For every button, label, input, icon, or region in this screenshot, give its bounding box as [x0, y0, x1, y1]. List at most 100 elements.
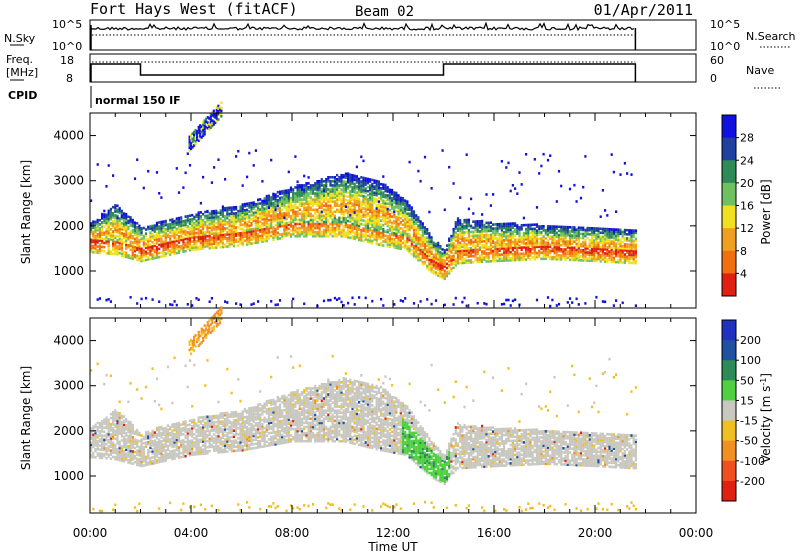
heatmap-cell — [564, 250, 567, 253]
heatmap-cell — [487, 252, 490, 255]
heatmap-cell — [151, 249, 154, 252]
heatmap-cell — [208, 125, 211, 128]
heatmap-cell — [421, 240, 424, 243]
heatmap-cell — [474, 254, 477, 258]
heatmap-cell — [579, 236, 583, 240]
heatmap-cell — [127, 254, 130, 257]
heatmap-cell — [263, 233, 266, 237]
heatmap-cell — [571, 240, 574, 243]
heatmap-cell — [109, 416, 112, 420]
heatmap-cell — [131, 237, 134, 240]
heatmap-cell — [355, 215, 358, 219]
heatmap-cell — [391, 191, 394, 194]
heatmap-cell — [309, 208, 312, 212]
heatmap-cell — [465, 224, 468, 228]
heatmap-cell — [116, 239, 119, 242]
heatmap-cell — [204, 235, 207, 238]
heatmap-cell — [329, 190, 332, 193]
heatmap-cell — [213, 236, 216, 239]
heatmap-cell — [166, 243, 170, 247]
heatmap-cell — [109, 443, 112, 446]
heatmap-cell — [415, 240, 418, 244]
heatmap-cell — [342, 182, 345, 185]
heatmap-cell — [533, 237, 536, 241]
heatmap-cell — [391, 205, 394, 208]
heatmap-cell — [206, 121, 209, 125]
heatmap-cell — [604, 231, 607, 235]
heatmap-cell — [423, 250, 427, 254]
heatmap-cell — [619, 261, 622, 264]
heatmap-cell — [577, 256, 580, 260]
heatmap-cell — [103, 442, 106, 446]
heatmap-cell — [254, 223, 257, 226]
heatmap-cell — [180, 238, 183, 242]
heatmap-cell — [386, 198, 389, 201]
heatmap-cell — [522, 223, 525, 227]
heatmap-cell — [395, 197, 398, 201]
heatmap-cell — [415, 252, 418, 256]
heatmap-cell — [391, 201, 394, 204]
heatmap-cell — [380, 189, 383, 192]
heatmap-cell — [318, 222, 321, 226]
heatmap-cell — [375, 204, 378, 207]
heatmap-cell — [347, 229, 350, 233]
heatmap-cell — [364, 213, 367, 217]
heatmap-cell — [200, 128, 203, 131]
heatmap-cell — [296, 192, 299, 195]
colorbar-tick-label: 28 — [740, 132, 754, 145]
heatmap-cell — [380, 191, 383, 194]
heatmap-cell — [138, 255, 141, 258]
heatmap-cell — [395, 246, 398, 250]
heatmap-cell — [401, 209, 405, 212]
heatmap-cell — [94, 240, 97, 244]
heatmap-cell — [568, 240, 572, 243]
heatmap-cell — [314, 226, 317, 230]
heatmap-cell — [358, 191, 361, 195]
heatmap-cell — [98, 245, 101, 248]
heatmap-cell — [406, 212, 409, 216]
heatmap-cell — [384, 202, 387, 205]
heatmap-cell — [481, 225, 484, 229]
heatmap-cell — [364, 223, 367, 227]
heatmap-cell — [303, 208, 306, 212]
heatmap-cell — [246, 239, 249, 242]
heatmap-cell — [215, 106, 218, 109]
heatmap-cell — [448, 263, 451, 267]
heatmap-cell — [452, 230, 455, 233]
heatmap-cell — [177, 218, 181, 222]
heatmap-cell — [535, 245, 539, 249]
heatmap-cell — [514, 242, 517, 246]
heatmap-cell — [564, 229, 567, 233]
heatmap-cell — [476, 301, 479, 305]
heatmap-cell — [358, 206, 361, 209]
heatmap-cell — [595, 227, 598, 230]
heatmap-cell — [505, 238, 508, 242]
heatmap-cell — [171, 220, 174, 223]
heatmap-cell — [116, 249, 119, 252]
heatmap-cell — [294, 192, 297, 195]
heatmap-cell — [344, 174, 347, 178]
heatmap-cell — [450, 255, 453, 258]
heatmap-cell — [386, 196, 389, 199]
heatmap-cell — [571, 228, 574, 231]
heatmap-cell — [191, 240, 194, 243]
heatmap-cell — [525, 250, 528, 253]
heatmap-cell — [270, 158, 273, 162]
heatmap-cell — [373, 181, 376, 184]
heatmap-cell — [149, 243, 152, 247]
heatmap-cell — [202, 221, 205, 224]
heatmap-cell — [623, 232, 626, 236]
heatmap-cell — [566, 252, 569, 255]
heatmap-cell — [101, 422, 104, 425]
y-tick-label: 3000 — [53, 174, 84, 188]
heatmap-cell — [210, 212, 213, 215]
heatmap-cell — [615, 234, 618, 237]
heatmap-cell — [144, 252, 148, 256]
heatmap-cell — [582, 249, 585, 252]
heatmap-cell — [177, 222, 181, 226]
heatmap-cell — [193, 229, 196, 233]
heatmap-cell — [208, 244, 211, 248]
heatmap-cell — [386, 236, 389, 240]
heatmap-cell — [494, 237, 497, 240]
heatmap-cell — [454, 249, 457, 253]
